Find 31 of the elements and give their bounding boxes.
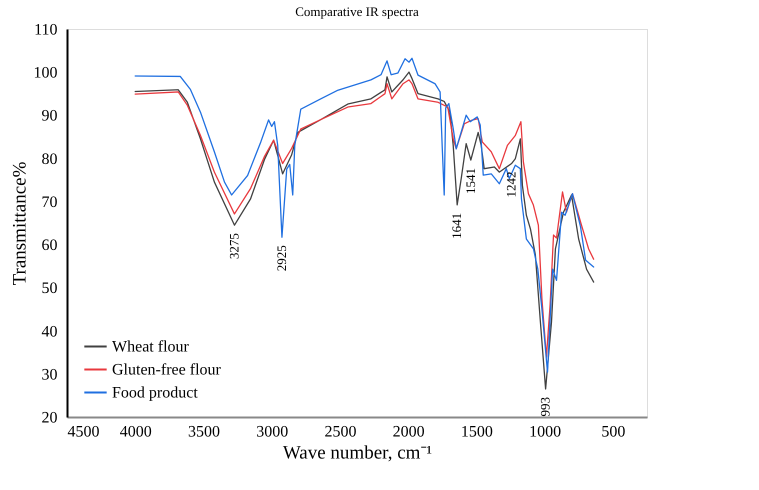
annotation: 1641 — [449, 212, 464, 239]
x-tick-label: 1500 — [460, 424, 493, 440]
y-tick-label: 80 — [42, 150, 58, 168]
x-tick-label: 4000 — [120, 424, 152, 440]
y-tick-label: 70 — [42, 194, 58, 211]
legend-label: Food product — [112, 384, 198, 402]
annotation: 1541 — [462, 168, 478, 194]
y-tick-label: 20 — [42, 410, 58, 426]
annotation: 1242 — [504, 172, 519, 198]
y-tick-label: 40 — [42, 323, 58, 340]
x-tick-label: 2000 — [392, 424, 425, 440]
y-tick-label: 30 — [42, 366, 58, 384]
x-tick-label: 3000 — [256, 424, 288, 440]
y-tick-label: 90 — [42, 108, 58, 125]
legend-label: Gluten-free flour — [112, 362, 222, 378]
y-tick-label: 50 — [42, 280, 58, 298]
annotation: 3275 — [226, 233, 242, 260]
x-tick-label: 1000 — [529, 424, 562, 440]
y-axis-title: Transmittance% — [10, 161, 30, 286]
x-tick-label: 4500 — [68, 424, 100, 440]
y-tick-label: 100 — [34, 64, 58, 82]
chart-title: Comparative IR spectra — [295, 4, 419, 19]
x-axis-title: Wave number, cm⁻¹ — [282, 442, 432, 464]
legend-label: Wheat flour — [112, 338, 190, 356]
x-tick-label: 2500 — [324, 424, 356, 440]
y-tick-label: 60 — [42, 237, 58, 254]
y-tick-label: 110 — [34, 22, 58, 38]
x-tick-label: 500 — [601, 424, 626, 440]
annotation: 993 — [538, 396, 553, 416]
x-tick-label: 3500 — [188, 424, 220, 440]
annotation: 2925 — [274, 245, 289, 272]
